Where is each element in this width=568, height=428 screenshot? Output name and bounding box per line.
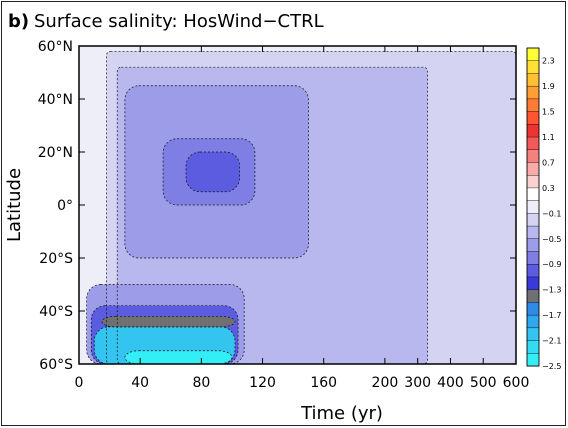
colorbar: 2.3 1.9 1.5 1.1 0.7 0.3 −0.1 −0.5 −0.9 −1.3 −1.7 −2… bbox=[526, 47, 561, 371]
contour-weak-freshening bbox=[106, 50, 516, 364]
x-tick-label: 300 bbox=[404, 375, 431, 391]
x-tick-label: 200 bbox=[372, 375, 399, 391]
colorbar-swatch bbox=[526, 314, 540, 329]
y-axis: 60°S 40°S 20°S 0° 20°N 40°N 60°N bbox=[38, 39, 516, 373]
colorbar-label: −0.9 bbox=[542, 260, 561, 269]
colorbar-swatch bbox=[526, 174, 540, 189]
colorbar-swatch bbox=[526, 98, 540, 113]
colorbar-swatch bbox=[526, 149, 540, 163]
y-axis-label: Latitude bbox=[4, 168, 25, 242]
colorbar-swatch bbox=[526, 353, 540, 367]
y-tick-label: 40°S bbox=[39, 304, 73, 320]
colorbar-label: 0.3 bbox=[542, 184, 555, 193]
contour-tropical-peak bbox=[185, 151, 240, 193]
colorbar-swatch bbox=[526, 327, 540, 342]
colorbar-swatch bbox=[526, 289, 540, 303]
colorbar-swatch bbox=[526, 47, 540, 62]
colorbar-swatch bbox=[526, 225, 540, 240]
colorbar-swatch bbox=[526, 73, 540, 87]
chart-title: Surface salinity: HosWind−CTRL bbox=[34, 11, 324, 32]
colorbar-swatch bbox=[526, 162, 540, 176]
colorbar-label: −2.1 bbox=[542, 337, 561, 346]
colorbar-label: 1.1 bbox=[542, 133, 555, 142]
y-tick-label: 60°N bbox=[38, 39, 73, 55]
colorbar-swatch bbox=[526, 340, 540, 354]
x-axis: 0 40 80 120 160 200 300 400 500 600 bbox=[75, 46, 530, 391]
colorbar-frame bbox=[526, 47, 540, 367]
x-tick-label: 80 bbox=[192, 375, 210, 391]
contour-southern-freshening bbox=[90, 305, 239, 364]
y-tick-label: 20°N bbox=[38, 145, 73, 161]
colorbar-swatch bbox=[526, 276, 540, 291]
contour-tropical-core bbox=[162, 138, 256, 206]
y-tick-label: 20°S bbox=[39, 251, 73, 267]
x-tick-label: 40 bbox=[131, 375, 149, 391]
x-tick-label: 600 bbox=[503, 375, 530, 391]
plot-area bbox=[78, 45, 517, 365]
contour-southern-freshening-outer bbox=[86, 284, 245, 364]
colorbar-swatch bbox=[526, 124, 540, 138]
colorbar-swatch bbox=[526, 200, 540, 214]
contour-moderate-freshening bbox=[116, 66, 428, 364]
colorbar-label: 1.9 bbox=[542, 82, 555, 91]
colorbar-label: −1.7 bbox=[542, 311, 561, 320]
colorbar-label: 2.3 bbox=[542, 57, 555, 66]
colorbar-swatch bbox=[526, 302, 540, 316]
y-tick-label: 0° bbox=[57, 198, 73, 214]
heatmap-regions bbox=[79, 46, 516, 364]
colorbar-swatch bbox=[526, 60, 540, 74]
colorbar-swatch bbox=[526, 187, 540, 202]
x-tick-label: 120 bbox=[249, 375, 276, 391]
region-southern-max-line bbox=[101, 316, 236, 327]
colorbar-swatch bbox=[526, 85, 540, 100]
colorbar-label: 0.7 bbox=[542, 158, 555, 167]
colorbar-label: −2.5 bbox=[542, 362, 561, 371]
colorbar-label: 1.5 bbox=[542, 108, 555, 117]
y-tick-label: 40°N bbox=[38, 92, 73, 108]
colorbar-swatch bbox=[526, 111, 540, 125]
panel-label: b) bbox=[8, 11, 29, 32]
colorbar-label: −0.1 bbox=[542, 209, 561, 218]
colorbar-swatch bbox=[526, 136, 540, 151]
contour-tropical-core-outer bbox=[124, 85, 309, 259]
region-southern-extreme bbox=[124, 350, 232, 364]
colorbar-label: −0.5 bbox=[542, 235, 561, 244]
x-tick-label: 400 bbox=[437, 375, 464, 391]
colorbar-swatch bbox=[526, 264, 540, 278]
colorbar-swatch bbox=[526, 213, 540, 227]
x-tick-label: 500 bbox=[470, 375, 497, 391]
x-tick-label: 0 bbox=[75, 375, 84, 391]
x-tick-label: 160 bbox=[310, 375, 337, 391]
colorbar-label: −1.3 bbox=[542, 286, 561, 295]
colorbar-swatch bbox=[526, 251, 540, 265]
x-axis-label: Time (yr) bbox=[300, 403, 383, 424]
region-tropical-peak bbox=[186, 152, 240, 192]
colorbar-swatch bbox=[526, 238, 540, 253]
y-tick-label: 60°S bbox=[39, 357, 73, 373]
